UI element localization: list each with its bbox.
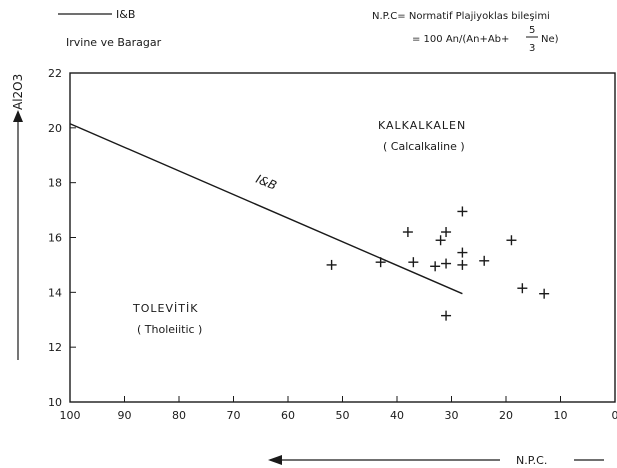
field-label-tholeiitic: TOLEVİTİK: [132, 302, 198, 315]
data-point: [457, 259, 468, 270]
data-point: [441, 310, 452, 321]
data-point: [402, 227, 413, 238]
y-tick-label: 16: [48, 232, 62, 245]
npc-note-prefix: = 100 An/(An+Ab+: [412, 34, 509, 45]
npc-note-line1: N.P.C= Normatif Plajiyoklas bileşimi: [372, 11, 550, 22]
data-point: [375, 257, 386, 268]
x-tick-label: 80: [172, 409, 186, 422]
x-tick-label: 20: [499, 409, 513, 422]
data-point: [506, 235, 517, 246]
field-label-calcalkaline-en: ( Calcalkaline ): [383, 140, 465, 153]
x-axis-label: N.P.C.: [516, 454, 547, 467]
npc-note-frac-den: 3: [529, 43, 535, 54]
data-point: [430, 261, 441, 272]
y-tick-label: 18: [48, 177, 62, 190]
npc-note-frac-num: 5: [529, 25, 535, 36]
data-point: [435, 235, 446, 246]
data-point: [326, 259, 337, 270]
field-label-calcalkaline: KALKALKALEN: [378, 119, 466, 132]
data-point: [517, 283, 528, 294]
x-tick-label: 60: [281, 409, 295, 422]
x-tick-label: 100: [60, 409, 81, 422]
x-axis-ticks: 100 90 80 70 60 50 40 30 20 10 0: [60, 396, 617, 422]
x-tick-label: 10: [554, 409, 568, 422]
boundary-line-label: I&B: [254, 172, 279, 193]
legend-source: Irvine ve Baragar: [66, 36, 162, 49]
plot-frame: [69, 72, 616, 403]
data-point: [441, 227, 452, 238]
y-tick-label: 12: [48, 341, 62, 354]
x-tick-label: 90: [118, 409, 132, 422]
x-tick-label: 30: [445, 409, 459, 422]
data-point: [441, 258, 452, 269]
x-tick-label: 50: [336, 409, 350, 422]
data-point: [408, 257, 419, 268]
x-tick-label: 40: [390, 409, 404, 422]
data-point: [539, 288, 550, 299]
y-axis-label: Al2O3: [11, 74, 25, 110]
y-tick-label: 20: [48, 122, 62, 135]
data-points: [326, 206, 550, 321]
x-axis-arrowhead: [268, 455, 282, 465]
boundary-line: [69, 123, 463, 295]
x-tick-label: 70: [227, 409, 241, 422]
data-point: [479, 255, 490, 266]
y-axis-ticks: 10 12 14 16 18 20 22: [48, 67, 76, 409]
npc-note-suffix: Ne): [541, 34, 559, 45]
y-axis-arrowhead: [13, 110, 23, 122]
y-tick-label: 10: [48, 396, 62, 409]
field-label-tholeiitic-en: ( Tholeiitic ): [137, 323, 202, 336]
y-tick-label: 22: [48, 67, 62, 80]
x-tick-label: 0: [612, 409, 617, 422]
data-point: [457, 247, 468, 258]
y-tick-label: 14: [48, 286, 62, 299]
data-point: [457, 206, 468, 217]
legend-line-label: I&B: [116, 8, 135, 21]
